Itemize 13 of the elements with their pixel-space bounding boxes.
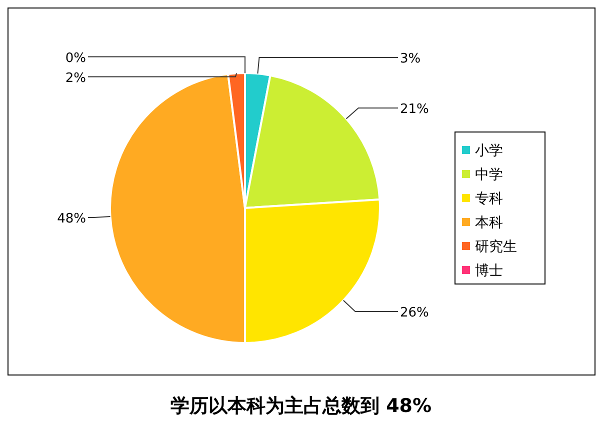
legend-label: 博士 — [475, 263, 503, 279]
legend-label: 小学 — [475, 143, 503, 159]
text: 0% — [65, 50, 86, 66]
data-label: 2% — [65, 70, 86, 86]
data-label: 21% — [400, 102, 429, 118]
data-label: 26% — [400, 306, 429, 321]
legend-label: 本科 — [475, 215, 503, 231]
data-label: 48% — [57, 211, 86, 226]
legend-label: 专科 — [475, 191, 503, 207]
legend-label: 中学 — [475, 167, 503, 183]
text: 学历以本科为主占总数到 48% — [170, 395, 432, 417]
legend-label: 研究生 — [475, 239, 517, 255]
data-label: 3% — [400, 51, 421, 66]
